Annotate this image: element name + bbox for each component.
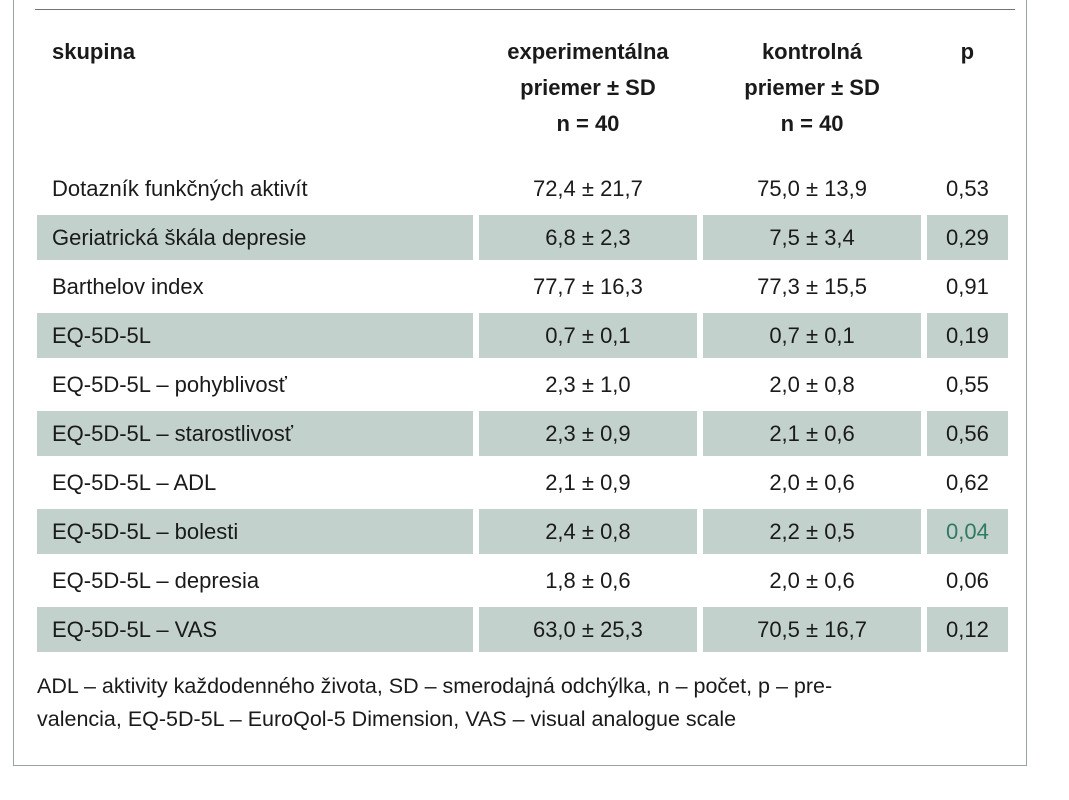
cell-experimental: 0,7 ± 0,1 — [478, 313, 698, 358]
cell-control: 75,0 ± 13,9 — [757, 175, 868, 201]
cell-group: EQ-5D-5L – depresia — [52, 567, 260, 593]
header-experimental-line-3: n = 40 — [556, 111, 620, 136]
cell-experimental: 72,4 ± 21,7 — [532, 175, 643, 201]
cell-p: 0,62 — [945, 469, 989, 495]
cell-control: 2,0 ± 0,6 — [769, 469, 855, 495]
header-control: kontrolná priemer ± SD n = 40 — [703, 34, 920, 162]
header-experimental: experimentálna priemer ± SD n = 40 — [479, 34, 698, 162]
cell-group: EQ-5D-5L – VAS — [37, 607, 473, 652]
footnote-line-1: ADL – aktivity každodenného života, SD –… — [37, 674, 833, 698]
cell-group: EQ-5D-5L – ADL — [52, 469, 217, 495]
cell-p: 0,55 — [945, 371, 989, 397]
cell-control: 70,5 ± 16,7 — [703, 607, 921, 652]
header-group: skupina — [37, 34, 473, 162]
cell-p: 0,04 — [926, 509, 1008, 554]
results-table: skupina experimentálna priemer ± SD n = … — [31, 30, 1014, 656]
cell-p: 0,12 — [926, 607, 1008, 652]
table-row: Geriatrická škála depresie 6,8 ± 2,3 7,5 ±… — [37, 215, 1008, 260]
header-p-label: p — [960, 39, 975, 64]
cell-experimental: 63,0 ± 25,3 — [478, 607, 698, 652]
cell-group: EQ-5D-5L – starostlivosť — [37, 411, 473, 456]
table-row: EQ-5D-5L – VAS 63,0 ± 25,3 70,5 ± 16,7 0,12 — [37, 607, 1008, 652]
footnote: ADL – aktivity každodenného života, SD –… — [37, 670, 1007, 736]
cell-p: 0,19 — [926, 313, 1008, 358]
table-row: EQ-5D-5L – pohyblivosť 2,3 ± 1,0 2,0 ± 0,8… — [37, 362, 1008, 407]
table-row: EQ-5D-5L – depresia 1,8 ± 0,6 2,0 ± 0,6 0,0… — [37, 558, 1008, 603]
header-control-line-3: n = 40 — [780, 111, 844, 136]
cell-control: 7,5 ± 3,4 — [703, 215, 921, 260]
cell-p: 0,06 — [945, 567, 989, 593]
cell-control: 0,7 ± 0,1 — [703, 313, 921, 358]
cell-experimental: 2,3 ± 0,9 — [478, 411, 698, 456]
table-body: Dotazník funkčných aktivít 72,4 ± 21,7 75,… — [37, 166, 1008, 652]
header-control-line-1: kontrolná — [761, 39, 863, 64]
cell-experimental: 6,8 ± 2,3 — [478, 215, 698, 260]
cell-group: Dotazník funkčných aktivít — [52, 175, 308, 201]
footnote-line-2: valencia, EQ-5D-5L – EuroQol-5 Dimension… — [37, 707, 737, 731]
cell-p: 0,53 — [945, 175, 989, 201]
cell-p: 0,91 — [945, 273, 989, 299]
cell-group: EQ-5D-5L – bolesti — [37, 509, 473, 554]
header-row: skupina experimentálna priemer ± SD n = … — [37, 34, 1008, 162]
table-row: Dotazník funkčných aktivít 72,4 ± 21,7 75,… — [37, 166, 1008, 211]
cell-group: Geriatrická škála depresie — [37, 215, 473, 260]
table-frame — [13, 0, 1027, 766]
cell-group: EQ-5D-5L – pohyblivosť — [52, 371, 287, 397]
cell-p: 0,29 — [926, 215, 1008, 260]
header-experimental-line-2: priemer ± SD — [520, 75, 656, 100]
cell-experimental: 2,1 ± 0,9 — [545, 469, 631, 495]
cell-experimental: 1,8 ± 0,6 — [545, 567, 631, 593]
cell-control: 2,1 ± 0,6 — [703, 411, 921, 456]
cell-control: 2,0 ± 0,6 — [769, 567, 855, 593]
top-rule — [35, 9, 1015, 10]
header-control-line-2: priemer ± SD — [744, 75, 880, 100]
cell-control: 2,0 ± 0,8 — [769, 371, 855, 397]
table-row: EQ-5D-5L 0,7 ± 0,1 0,7 ± 0,1 0,19 — [37, 313, 1008, 358]
table-row: Barthelov index 77,7 ± 16,3 77,3 ± 15,5 0,9… — [37, 264, 1008, 309]
cell-experimental: 77,7 ± 16,3 — [532, 273, 643, 299]
header-p: p — [927, 34, 1008, 162]
cell-control: 2,2 ± 0,5 — [703, 509, 921, 554]
cell-group: Barthelov index — [52, 273, 204, 299]
cell-control: 77,3 ± 15,5 — [757, 273, 868, 299]
header-experimental-line-1: experimentálna — [507, 39, 669, 64]
cell-p: 0,56 — [926, 411, 1008, 456]
table-row: EQ-5D-5L – starostlivosť 2,3 ± 0,9 2,1 ± 0… — [37, 411, 1008, 456]
header-group-label: skupina — [52, 39, 136, 64]
table-row: EQ-5D-5L – bolesti 2,4 ± 0,8 2,2 ± 0,5 0,04 — [37, 509, 1008, 554]
cell-group: EQ-5D-5L — [37, 313, 473, 358]
cell-experimental: 2,4 ± 0,8 — [478, 509, 698, 554]
table-row: EQ-5D-5L – ADL 2,1 ± 0,9 2,0 ± 0,6 0,62 — [37, 460, 1008, 505]
cell-experimental: 2,3 ± 1,0 — [545, 371, 631, 397]
